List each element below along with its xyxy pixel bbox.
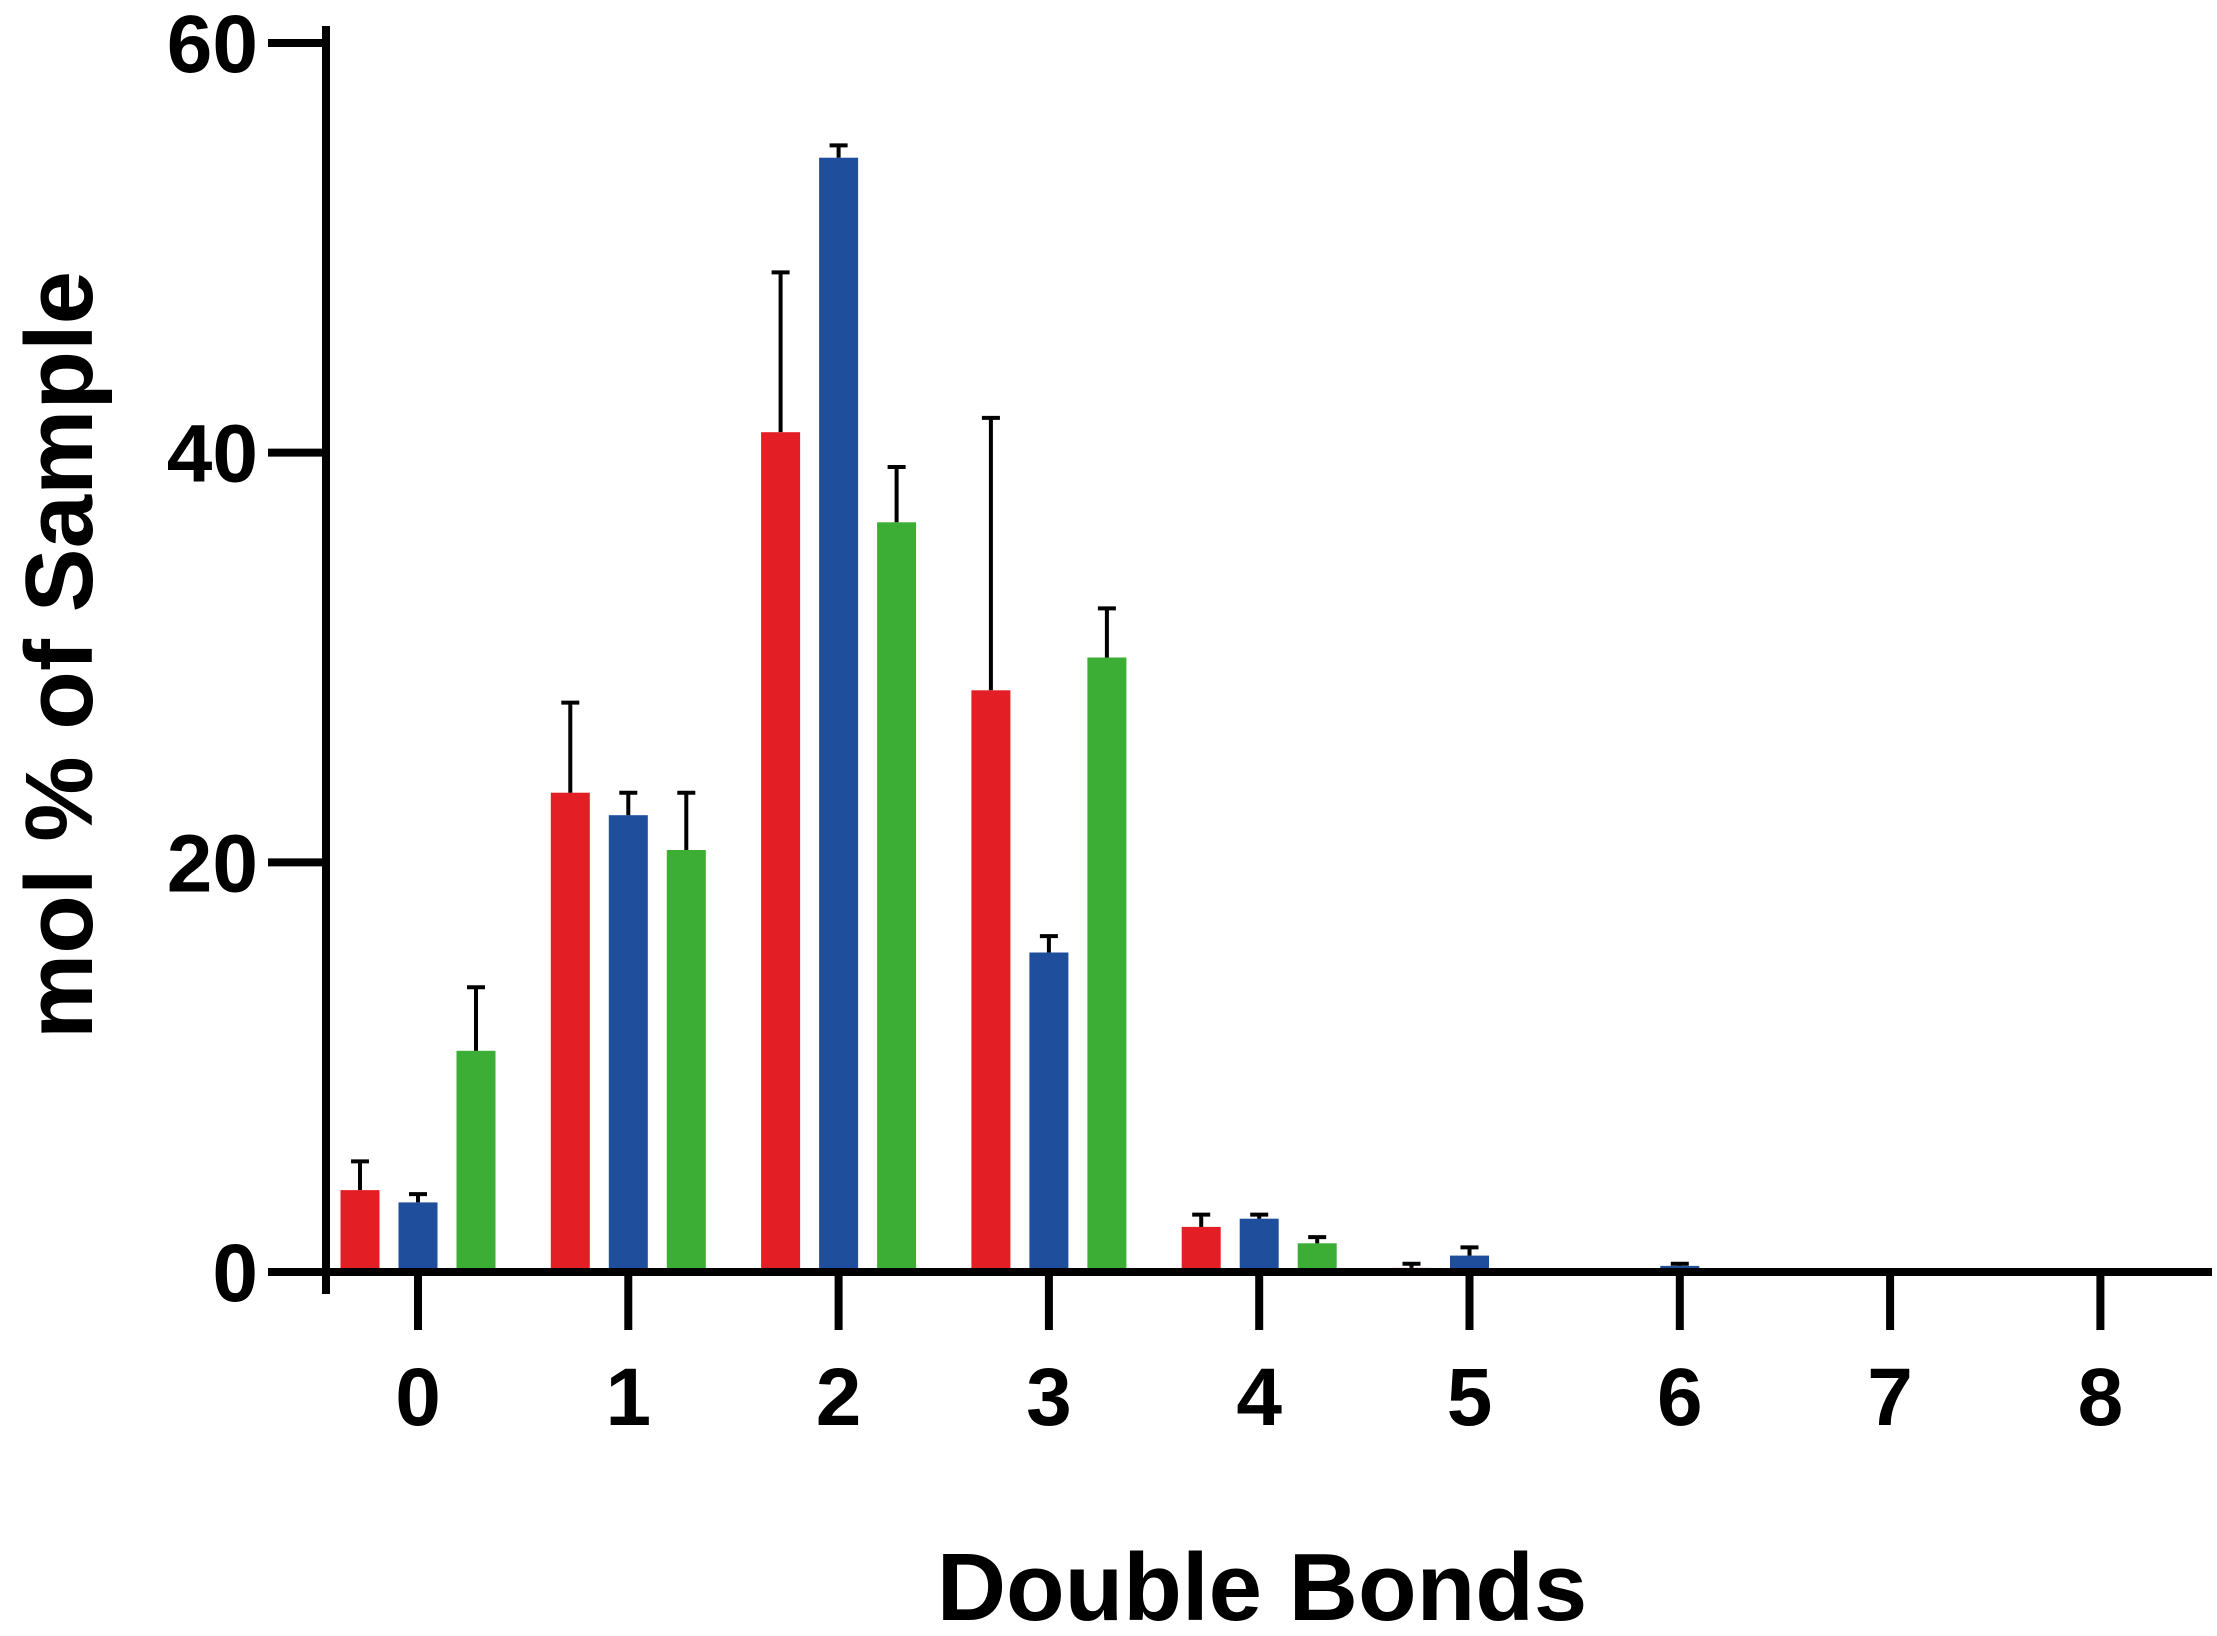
axes-layer: [322, 26, 2212, 1294]
error-bar-series1-cat-2: [771, 270, 790, 433]
error-bar-series3-cat-4: [1308, 1235, 1327, 1244]
bar-series2-cat-4: [1239, 1218, 1279, 1272]
y-tick-label-40: 40: [167, 409, 258, 500]
bars-layer: [340, 157, 1700, 1273]
x-tick-label-6: 6: [1657, 1352, 1703, 1443]
y-ticks: 0 20 40 60: [167, 0, 326, 1319]
y-tick-label-20: 20: [167, 818, 258, 909]
bar-series2-cat-1: [608, 815, 648, 1272]
error-bar-series2-cat-4: [1250, 1212, 1269, 1219]
error-bar-series2-cat-3: [1039, 934, 1058, 953]
y-axis-title: mol % of Sample: [6, 271, 113, 1039]
bar-series1-cat-4: [1181, 1226, 1221, 1272]
x-ticks: 0 1 2 3 4 5 6 7 8: [395, 1272, 2123, 1443]
bar-series2-cat-0: [398, 1202, 438, 1272]
bar-series1-cat-0: [340, 1190, 380, 1272]
error-bar-series2-cat-6: [1670, 1261, 1689, 1266]
error-bar-series1-cat-1: [561, 700, 580, 793]
bar-series3-cat-2: [877, 522, 917, 1272]
x-tick-label-4: 4: [1236, 1352, 1282, 1443]
bar-series3-cat-4: [1297, 1243, 1337, 1272]
x-tick-label-5: 5: [1447, 1352, 1493, 1443]
x-tick-label-7: 7: [1867, 1352, 1913, 1443]
bar-series2-cat-3: [1029, 952, 1069, 1272]
y-tick-label-0: 0: [212, 1228, 258, 1319]
bar-series3-cat-3: [1087, 657, 1127, 1272]
error-bars-layer: [351, 143, 1689, 1268]
bar-series2-cat-5: [1450, 1255, 1489, 1272]
error-bar-series3-cat-3: [1097, 606, 1116, 658]
bar-series1-cat-3: [971, 690, 1011, 1272]
x-tick-label-3: 3: [1026, 1352, 1072, 1443]
bar-series2-cat-2: [819, 157, 859, 1273]
error-bar-series1-cat-0: [351, 1159, 369, 1191]
bar-series3-cat-0: [456, 1050, 496, 1272]
x-tick-label-2: 2: [816, 1352, 862, 1443]
error-bar-series3-cat-0: [467, 985, 485, 1051]
x-tick-label-8: 8: [2078, 1352, 2124, 1443]
bar-series3-cat-1: [666, 850, 706, 1272]
bar-series1-cat-2: [761, 432, 801, 1272]
error-bar-series1-cat-3: [981, 415, 1000, 691]
error-bar-series2-cat-2: [829, 143, 848, 158]
x-tick-label-0: 0: [395, 1352, 441, 1443]
bar-series1-cat-1: [550, 792, 590, 1272]
error-bar-series2-cat-5: [1460, 1245, 1479, 1256]
error-bar-series2-cat-0: [409, 1192, 427, 1203]
error-bar-series3-cat-1: [677, 790, 696, 851]
error-bar-series3-cat-2: [887, 465, 906, 523]
error-bar-series2-cat-1: [619, 790, 638, 816]
error-bar-series1-cat-5: [1402, 1261, 1421, 1268]
error-bar-series1-cat-4: [1192, 1212, 1211, 1227]
x-tick-label-1: 1: [605, 1352, 651, 1443]
x-axis-title: Double Bonds: [937, 1534, 1588, 1636]
y-tick-label-60: 60: [167, 0, 258, 90]
